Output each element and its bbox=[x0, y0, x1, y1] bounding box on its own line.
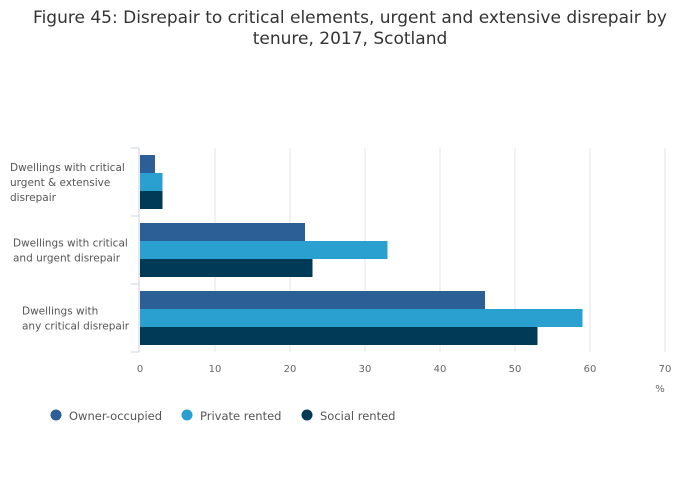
x-tick-label: 60 bbox=[584, 364, 597, 375]
category-label-line: Dwellings with critical bbox=[10, 162, 125, 174]
x-axis-label: % bbox=[655, 384, 665, 395]
x-tick-label: 30 bbox=[359, 364, 372, 375]
x-axis-ticks: 0 10 20 30 40 50 60 70 bbox=[137, 364, 672, 375]
bars bbox=[140, 155, 583, 345]
legend: Owner-occupied Private rented Social rente… bbox=[50, 409, 396, 423]
bar-private-rented-1 bbox=[140, 241, 388, 259]
x-tick-label: 70 bbox=[659, 364, 672, 375]
category-label-line: any critical disrepair bbox=[22, 321, 130, 333]
x-tick-label: 20 bbox=[284, 364, 297, 375]
category-labels: Dwellings with critical urgent & extensiv… bbox=[10, 162, 130, 333]
category-label: Dwellings with any critical disrepair bbox=[22, 306, 130, 333]
bar-private-rented-2 bbox=[140, 309, 583, 327]
category-label: Dwellings with critical urgent & extensiv… bbox=[10, 162, 125, 204]
legend-swatch bbox=[181, 409, 193, 421]
bar-owner-occupied-2 bbox=[140, 291, 485, 309]
legend-label: Owner-occupied bbox=[69, 409, 162, 423]
bar-social-rented-0 bbox=[140, 191, 163, 209]
category-label-line: disrepair bbox=[10, 192, 57, 204]
x-tick-label: 50 bbox=[509, 364, 522, 375]
legend-item-owner-occupied[interactable]: Owner-occupied bbox=[50, 409, 163, 423]
x-tick-label: 0 bbox=[137, 364, 143, 375]
legend-swatch bbox=[301, 409, 313, 421]
chart-title: Figure 45: Disrepair to critical element… bbox=[0, 8, 700, 50]
legend-label: Social rented bbox=[320, 409, 395, 423]
category-label-line: Dwellings with bbox=[22, 306, 98, 318]
x-tick-label: 40 bbox=[434, 364, 447, 375]
bar-owner-occupied-1 bbox=[140, 223, 305, 241]
bar-private-rented-0 bbox=[140, 173, 163, 191]
bar-social-rented-2 bbox=[140, 327, 538, 345]
bar-social-rented-1 bbox=[140, 259, 313, 277]
category-label: Dwellings with critical and urgent disrep… bbox=[13, 238, 128, 265]
category-label-line: and urgent disrepair bbox=[13, 253, 121, 265]
category-label-line: Dwellings with critical bbox=[13, 238, 128, 250]
x-tick-label: 10 bbox=[209, 364, 222, 375]
bar-owner-occupied-0 bbox=[140, 155, 155, 173]
y-axis bbox=[131, 147, 140, 353]
legend-label: Private rented bbox=[200, 409, 281, 423]
legend-item-social-rented[interactable]: Social rented bbox=[301, 409, 396, 423]
category-label-line: urgent & extensive bbox=[10, 177, 110, 189]
chart-title-line-1: Figure 45: Disrepair to critical element… bbox=[33, 8, 667, 28]
chart-title-line-2: tenure, 2017, Scotland bbox=[252, 29, 448, 49]
legend-swatch bbox=[50, 409, 62, 421]
legend-item-private-rented[interactable]: Private rented bbox=[181, 409, 282, 423]
